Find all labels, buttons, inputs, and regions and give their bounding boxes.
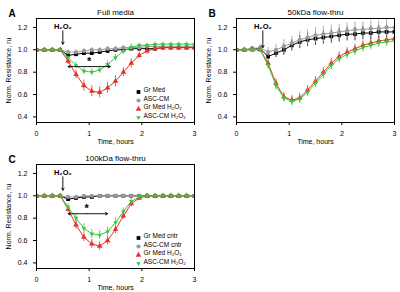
svg-text:0.6: 0.6 xyxy=(18,91,28,98)
svg-text:1: 1 xyxy=(87,130,91,137)
svg-text:*: * xyxy=(87,55,92,67)
svg-text:0.4: 0.4 xyxy=(18,113,28,120)
svg-text:0: 0 xyxy=(35,276,39,283)
svg-text:Time, hours: Time, hours xyxy=(97,138,134,145)
svg-text:100kDa flow-thru: 100kDa flow-thru xyxy=(85,154,145,163)
svg-text:*: * xyxy=(84,202,89,214)
svg-text:H₂O₂: H₂O₂ xyxy=(254,22,272,31)
svg-text:1.2: 1.2 xyxy=(18,170,28,177)
svg-text:Gr Med: Gr Med xyxy=(144,86,166,93)
svg-text:A: A xyxy=(9,8,16,19)
svg-text:C: C xyxy=(9,154,16,165)
svg-text:Gr Med cntr: Gr Med cntr xyxy=(144,232,179,239)
svg-text:H₂O₂: H₂O₂ xyxy=(54,168,72,177)
svg-text:3: 3 xyxy=(393,130,397,137)
svg-text:0.4: 0.4 xyxy=(218,113,228,120)
svg-text:Norm. Resistance, ru: Norm. Resistance, ru xyxy=(205,38,212,104)
svg-text:1: 1 xyxy=(287,130,291,137)
svg-text:2: 2 xyxy=(340,130,344,137)
svg-text:0.8: 0.8 xyxy=(18,68,28,75)
svg-text:1.0: 1.0 xyxy=(18,192,28,199)
svg-text:1.2: 1.2 xyxy=(218,24,228,31)
svg-text:ASC-CM H₂O₂: ASC-CM H₂O₂ xyxy=(144,258,187,265)
svg-text:1.0: 1.0 xyxy=(18,46,28,53)
svg-text:2: 2 xyxy=(140,130,144,137)
svg-text:H₂O₂: H₂O₂ xyxy=(54,22,72,31)
svg-text:3: 3 xyxy=(193,130,197,137)
svg-text:2: 2 xyxy=(140,276,144,283)
svg-text:0.6: 0.6 xyxy=(18,237,28,244)
svg-text:1: 1 xyxy=(87,276,91,283)
svg-text:1.0: 1.0 xyxy=(218,46,228,53)
svg-text:ASC-CM: ASC-CM xyxy=(144,95,170,102)
svg-text:Gr Med H₂O₂: Gr Med H₂O₂ xyxy=(144,103,183,110)
svg-text:ASC-CM cntr: ASC-CM cntr xyxy=(144,241,183,248)
svg-text:Gr Med H₂O₂: Gr Med H₂O₂ xyxy=(144,249,183,256)
svg-text:0.6: 0.6 xyxy=(218,91,228,98)
svg-text:1.2: 1.2 xyxy=(18,24,28,31)
svg-text:3: 3 xyxy=(193,276,197,283)
svg-text:0: 0 xyxy=(235,130,239,137)
svg-text:Time, hours: Time, hours xyxy=(97,284,134,291)
svg-text:50kDa flow-thru: 50kDa flow-thru xyxy=(287,8,343,17)
svg-text:B: B xyxy=(209,8,216,19)
svg-text:0.8: 0.8 xyxy=(18,214,28,221)
svg-text:0.8: 0.8 xyxy=(218,68,228,75)
svg-text:0: 0 xyxy=(35,130,39,137)
svg-text:Norm. Resistance, ru: Norm. Resistance, ru xyxy=(5,38,12,104)
svg-text:Norm. Resistance, ru: Norm. Resistance, ru xyxy=(5,184,12,250)
svg-text:Time, hours: Time, hours xyxy=(297,138,334,145)
svg-text:ASC-CM H₂O₂: ASC-CM H₂O₂ xyxy=(144,112,187,119)
svg-text:Full media: Full media xyxy=(97,8,134,17)
svg-text:0.4: 0.4 xyxy=(18,259,28,266)
